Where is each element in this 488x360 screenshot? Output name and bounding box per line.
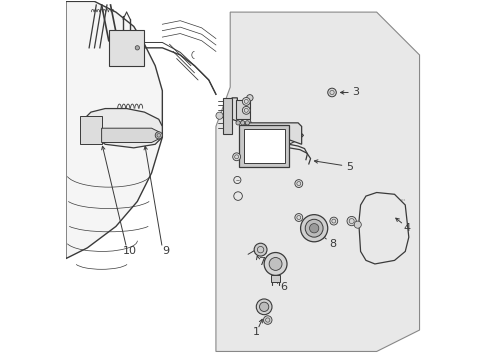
- Polygon shape: [358, 193, 408, 264]
- Text: 1: 1: [252, 327, 259, 337]
- Circle shape: [300, 215, 327, 242]
- Circle shape: [242, 107, 250, 114]
- Circle shape: [254, 243, 266, 256]
- Circle shape: [242, 98, 250, 105]
- Circle shape: [244, 121, 249, 125]
- Polygon shape: [231, 98, 301, 144]
- Circle shape: [240, 121, 244, 125]
- Circle shape: [346, 216, 356, 226]
- Text: 6: 6: [280, 282, 287, 292]
- Text: 2: 2: [253, 123, 260, 133]
- Polygon shape: [83, 109, 162, 148]
- Circle shape: [263, 316, 271, 324]
- Polygon shape: [66, 1, 162, 258]
- Circle shape: [135, 46, 139, 50]
- Circle shape: [216, 112, 223, 119]
- Polygon shape: [108, 30, 144, 66]
- Circle shape: [256, 299, 271, 315]
- Polygon shape: [223, 98, 231, 134]
- Circle shape: [268, 257, 282, 270]
- Circle shape: [259, 302, 268, 311]
- Circle shape: [294, 213, 302, 221]
- Circle shape: [309, 224, 318, 233]
- Text: 7: 7: [258, 257, 264, 267]
- Circle shape: [246, 95, 253, 101]
- Polygon shape: [270, 275, 280, 282]
- Circle shape: [353, 221, 361, 228]
- Circle shape: [305, 219, 323, 237]
- Polygon shape: [255, 248, 265, 255]
- Polygon shape: [235, 100, 249, 119]
- Circle shape: [232, 153, 240, 161]
- Text: 5: 5: [346, 162, 353, 172]
- Circle shape: [329, 217, 337, 225]
- Polygon shape: [239, 125, 288, 167]
- Text: 8: 8: [329, 239, 336, 249]
- Text: 10: 10: [123, 247, 137, 256]
- Circle shape: [155, 132, 162, 139]
- Circle shape: [294, 180, 302, 188]
- Polygon shape: [102, 128, 159, 143]
- Polygon shape: [80, 116, 102, 144]
- Text: 9: 9: [162, 247, 169, 256]
- Text: 3: 3: [352, 87, 359, 98]
- Circle shape: [327, 88, 336, 97]
- Circle shape: [264, 252, 286, 275]
- Polygon shape: [216, 12, 419, 351]
- Text: 4: 4: [403, 223, 410, 233]
- Circle shape: [235, 121, 240, 125]
- Polygon shape: [244, 129, 284, 163]
